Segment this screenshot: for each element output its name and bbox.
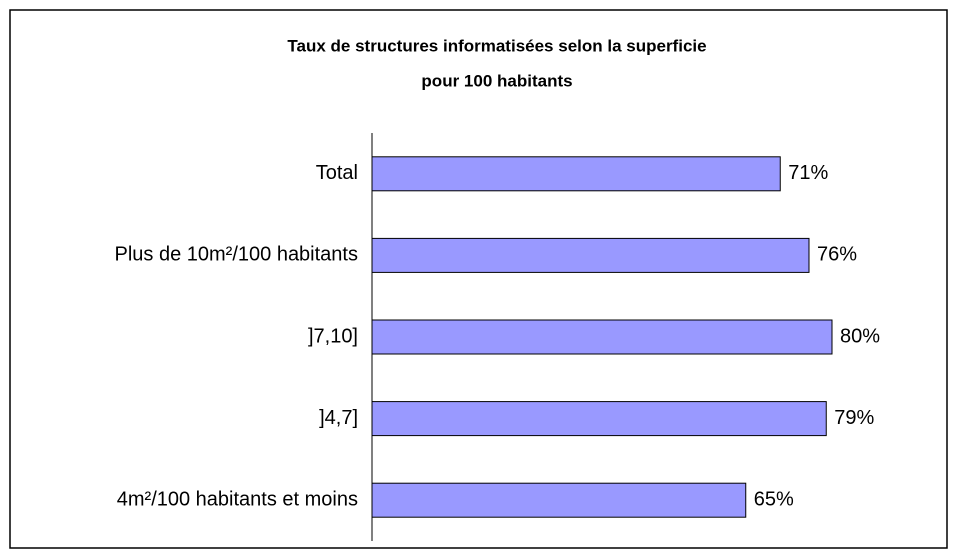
category-label: Total xyxy=(316,162,358,184)
chart-title: Taux de structures informatisées selon l… xyxy=(287,36,706,55)
bar xyxy=(371,482,747,518)
category-label: Plus de 10m²/100 habitants xyxy=(115,244,359,266)
category-label: ]4,7] xyxy=(319,407,358,429)
value-label: 79% xyxy=(834,407,874,429)
bar xyxy=(371,319,833,355)
value-label: 76% xyxy=(817,244,857,266)
bar xyxy=(371,401,827,437)
category-label: ]7,10] xyxy=(308,325,358,347)
value-label: 71% xyxy=(788,162,828,184)
bar xyxy=(371,156,781,192)
value-label: 65% xyxy=(754,488,794,510)
value-label: 80% xyxy=(840,325,880,347)
category-label: 4m²/100 habitants et moins xyxy=(117,488,358,510)
bar xyxy=(371,237,810,273)
chart-title: pour 100 habitants xyxy=(421,71,572,90)
chart-frame xyxy=(9,9,948,549)
